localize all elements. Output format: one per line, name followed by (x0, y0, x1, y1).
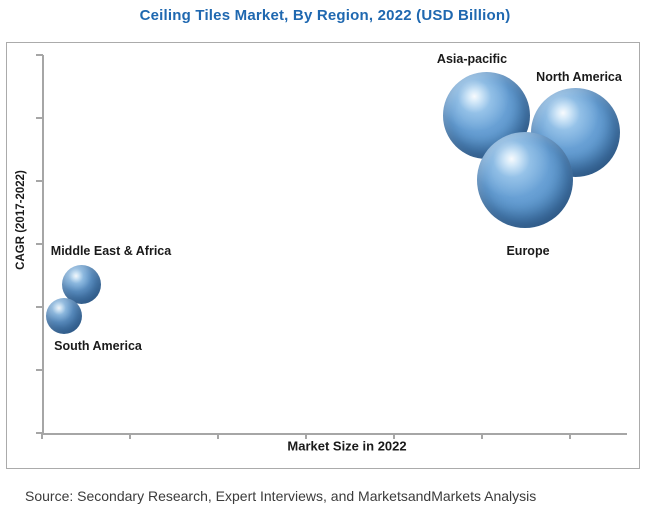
bubble-label-europe: Europe (506, 244, 550, 258)
chart-title: Ceiling Tiles Market, By Region, 2022 (U… (139, 7, 511, 24)
y-axis-line (42, 55, 44, 434)
bubble-south-america (46, 298, 82, 334)
bubble-label-middle-east-africa: Middle East & Africa (50, 244, 172, 258)
x-axis-tick (305, 433, 307, 439)
x-axis-tick (129, 433, 131, 439)
y-axis-tick (35, 243, 43, 245)
bubble-europe (477, 132, 573, 228)
bubble-middle-east-africa (61, 264, 101, 304)
x-axis-title: Market Size in 2022 (287, 438, 407, 454)
x-axis-tick (217, 433, 219, 439)
y-axis-tick (35, 117, 43, 119)
x-axis-tick (481, 433, 483, 439)
y-axis-tick (35, 180, 43, 182)
x-axis-line (42, 433, 627, 435)
y-axis-tick (35, 306, 43, 308)
y-axis-tick (35, 432, 43, 434)
x-axis-tick (41, 433, 43, 439)
x-axis-tick (393, 433, 395, 439)
y-axis-tick (35, 369, 43, 371)
y-axis-tick (35, 54, 43, 56)
bubble-label-asia-pacific: Asia-pacific (436, 52, 508, 66)
y-axis-title: CAGR (2017-2022) (15, 170, 27, 270)
bubble-label-north-america: North America (536, 70, 622, 84)
source-note: Source: Secondary Research, Expert Inter… (25, 488, 537, 504)
bubble-label-south-america: South America (54, 339, 142, 353)
x-axis-tick (569, 433, 571, 439)
